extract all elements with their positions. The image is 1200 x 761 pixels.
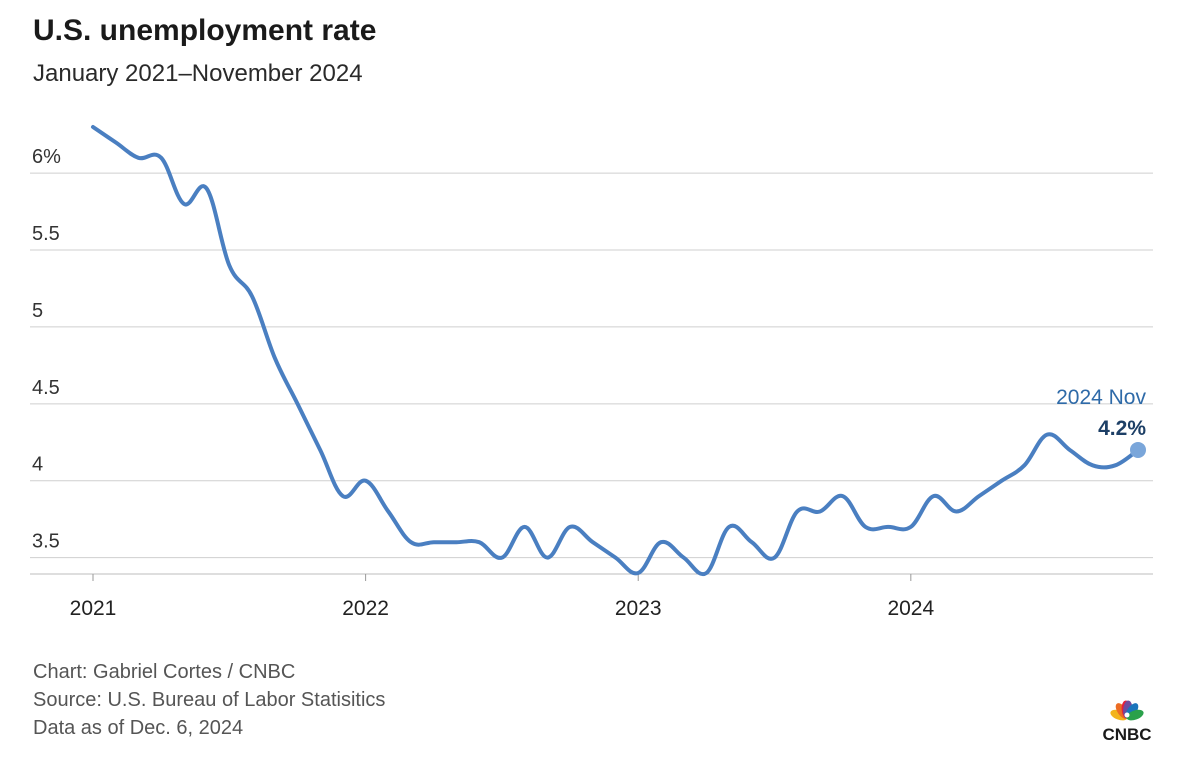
x-tick-label: 2024 [887,597,934,620]
peacock-icon: CNBC [1102,700,1152,744]
x-tick-label: 2021 [70,597,117,620]
annotation: 2024 Nov 4.2% [1056,386,1146,458]
y-tick-labels: 3.5 4 4.5 5 5.5 6% [32,146,61,552]
chart-source: Source: U.S. Bureau of Labor Statisitics [33,689,386,711]
chart-footer: Chart: Gabriel Cortes / CNBC Source: U.S… [33,658,385,742]
y-tick-label: 5.5 [32,223,60,245]
y-tick-label: 4 [32,454,43,476]
y-tick-label: 3.5 [32,531,60,553]
annotation-value: 4.2% [1098,417,1146,440]
last-point-marker [1130,441,1146,458]
chart-credit: Chart: Gabriel Cortes / CNBC [33,661,296,683]
data-date: Data as of Dec. 6, 2024 [33,717,244,739]
chart-subtitle: January 2021–November 2024 [33,60,363,87]
cnbc-logo: CNBC [1096,688,1158,744]
x-tick-label: 2023 [615,597,662,620]
x-tick-label: 2022 [342,597,389,620]
grid-lines [30,172,1153,575]
y-tick-label: 6% [32,146,61,168]
annotation-date: 2024 Nov [1056,386,1146,409]
peacock-feather [1126,709,1144,721]
y-tick-label: 4.5 [32,377,60,399]
logo-wordmark: CNBC [1102,725,1151,742]
x-tick-labels: 2021 2022 2023 2024 [70,574,935,620]
chart-title: U.S. unemployment rate [33,14,377,47]
series-layer [91,125,1140,577]
peacock-body [1124,712,1130,718]
series-line [91,125,1140,577]
line-chart: 3.5 4 4.5 5 5.5 6% 2021 2022 2023 2024 2024 Nov 4… [30,125,1153,620]
y-tick-label: 5 [32,300,43,322]
